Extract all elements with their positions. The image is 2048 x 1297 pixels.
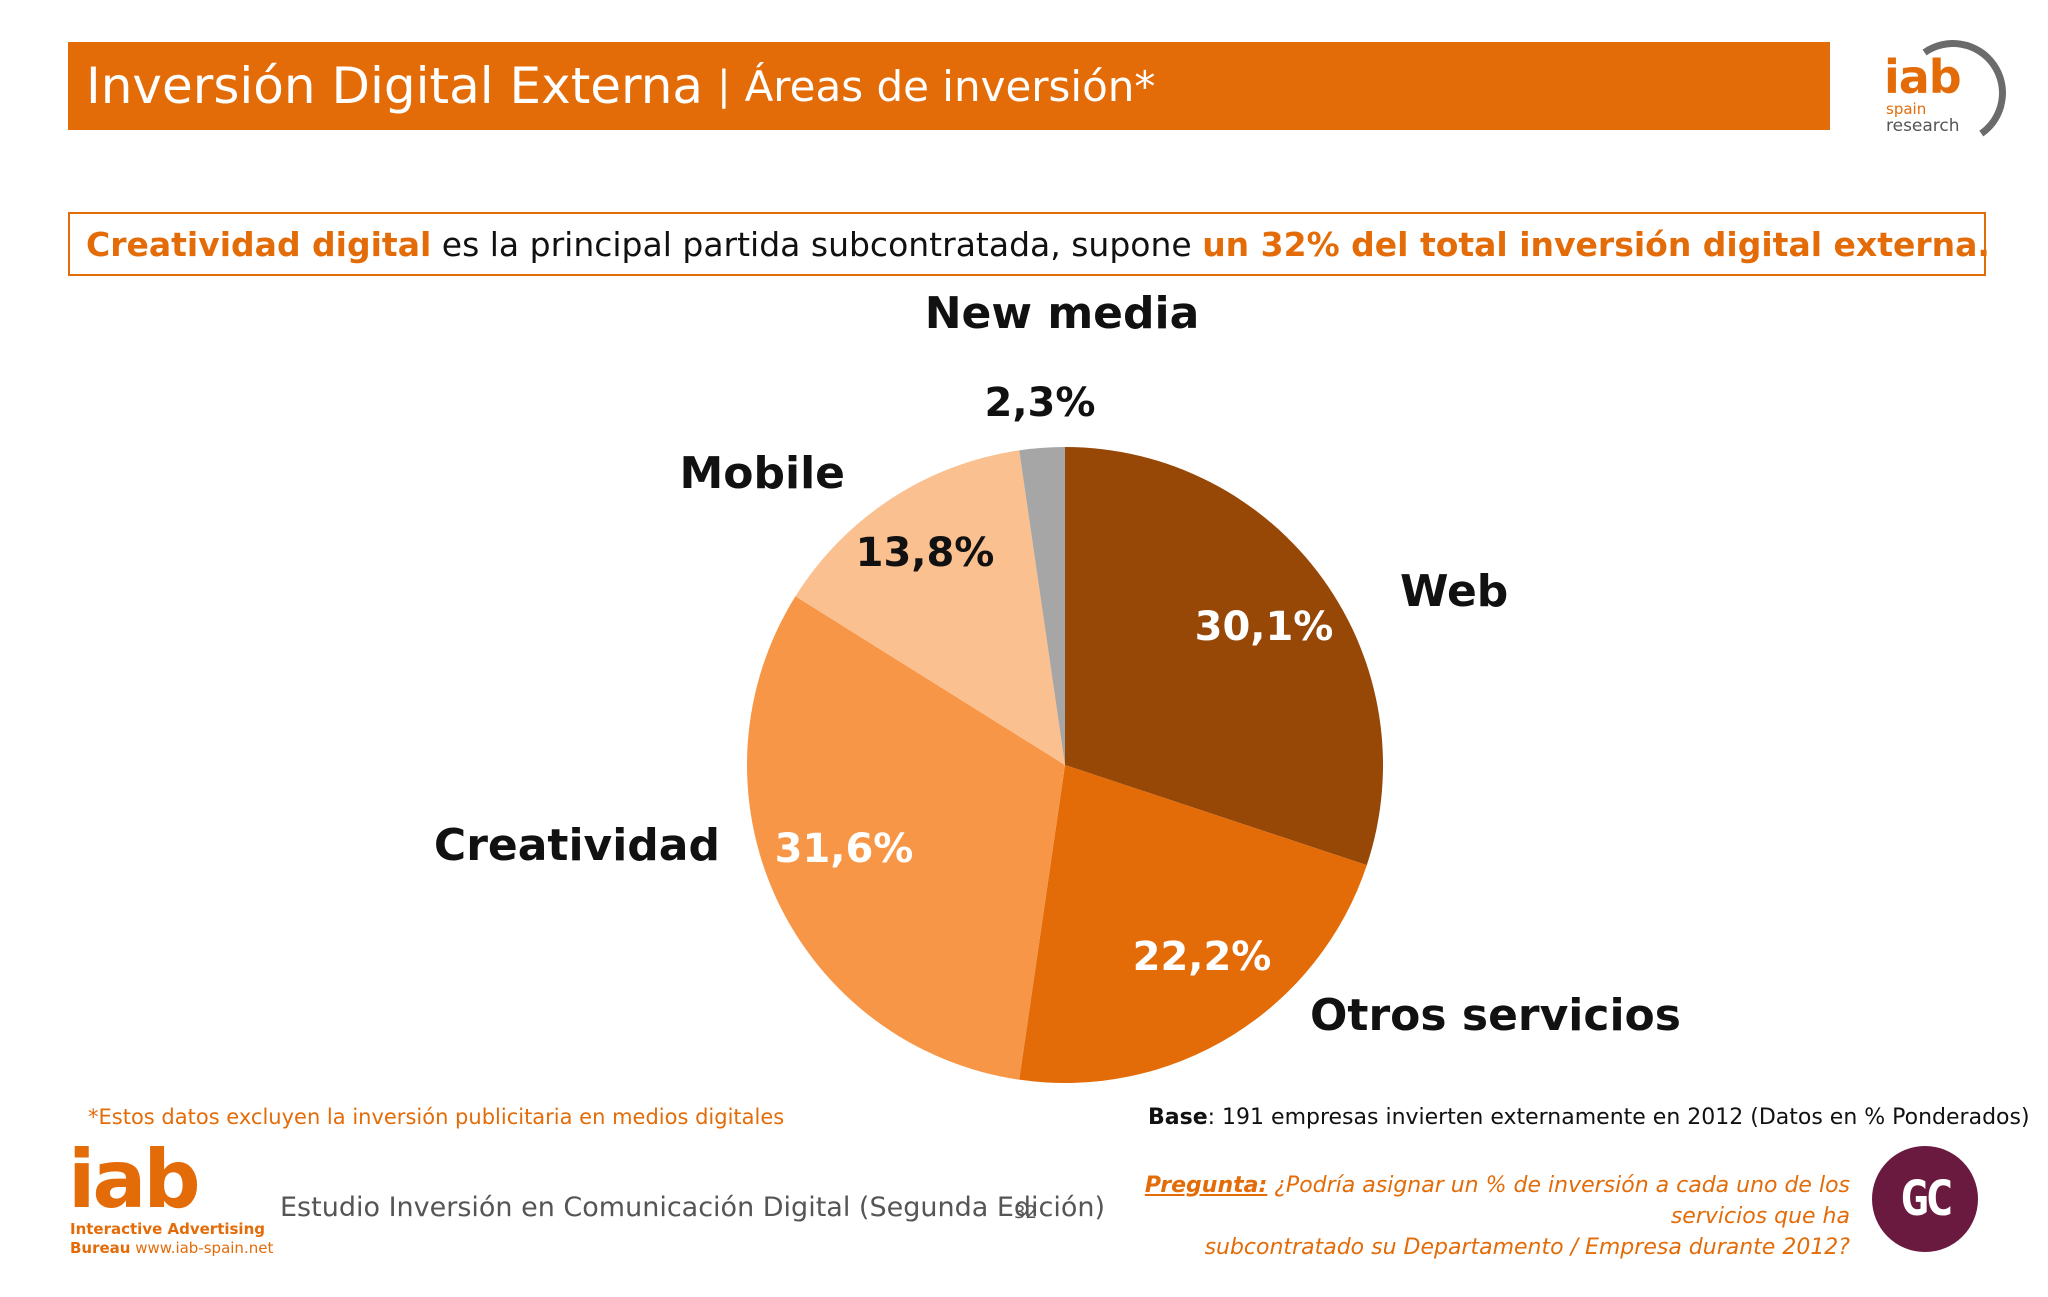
question-line2: subcontratado su Departamento / Empresa …	[1204, 1235, 1850, 1260]
gc-logo: GC	[1872, 1146, 1978, 1252]
pie-slice-new-media	[1019, 447, 1065, 765]
value-label-new-media: 2,3%	[985, 380, 1096, 426]
base-text: : 191 empresas invierten externamente en…	[1207, 1105, 2030, 1130]
pie-slice-otros-servicios	[1019, 765, 1367, 1083]
value-label-web: 30,1%	[1195, 604, 1334, 650]
page-subtitle: Áreas de inversión*	[744, 61, 1156, 111]
study-title: Estudio Inversión en Comunicación Digita…	[280, 1192, 1106, 1223]
category-label-web: Web	[1400, 566, 1508, 617]
footnote: *Estos datos excluyen la inversión publi…	[88, 1105, 785, 1129]
logo-line-spain: spain	[1886, 100, 1927, 118]
iab-bureau-logo: iab Interactive Advertising Bureau www.i…	[68, 1140, 288, 1260]
logo-word: iab	[1884, 50, 1962, 104]
headline-highlight-1: Creatividad digital	[86, 224, 432, 264]
headline-text: es la principal partida subcontratada, s…	[431, 224, 1203, 264]
base-note: Base: 191 empresas invierten externament…	[1148, 1105, 2030, 1130]
base-label: Base	[1148, 1105, 1208, 1130]
category-label-new-media: New media	[925, 288, 1200, 339]
logo-bottom-url: www.iab-spain.net	[130, 1239, 274, 1257]
title-separator: |	[717, 63, 731, 109]
category-label-creatividad: Creatividad	[434, 820, 720, 871]
logo-bottom-line1: Interactive Advertising	[70, 1220, 265, 1238]
iab-spain-research-logo: iab spain research	[1878, 31, 2015, 155]
category-label-mobile: Mobile	[679, 448, 845, 499]
pie-slice-mobile	[795, 450, 1065, 765]
logo-line-research: research	[1886, 116, 1960, 136]
page-title: Inversión Digital Externa	[86, 57, 704, 115]
headline-box: Creatividad digital es la principal part…	[68, 212, 1990, 276]
logo-word-bottom: iab	[68, 1133, 201, 1226]
pie-slice-creatividad	[747, 596, 1065, 1080]
header-bar: Inversión Digital Externa | Áreas de inv…	[68, 42, 1830, 130]
category-label-otros-servicios: Otros servicios	[1310, 990, 1681, 1041]
survey-question: Pregunta: ¿Podría asignar un % de invers…	[1060, 1170, 1850, 1263]
question-label: Pregunta:	[1144, 1173, 1268, 1198]
pie-slice-web	[1065, 447, 1383, 866]
question-line1: ¿Podría asignar un % de inversión a cada…	[1267, 1173, 1850, 1229]
value-label-mobile: 13,8%	[856, 530, 995, 576]
value-label-creatividad: 31,6%	[775, 826, 914, 872]
logo-bottom-line2: Bureau www.iab-spain.net	[70, 1239, 273, 1257]
headline-highlight-2: un 32% del total inversión digital exter…	[1202, 224, 1990, 264]
page-number: 32	[1014, 1202, 1037, 1223]
value-label-otros-servicios: 22,2%	[1133, 934, 1272, 980]
logo-bottom-bureau: Bureau	[70, 1239, 131, 1257]
